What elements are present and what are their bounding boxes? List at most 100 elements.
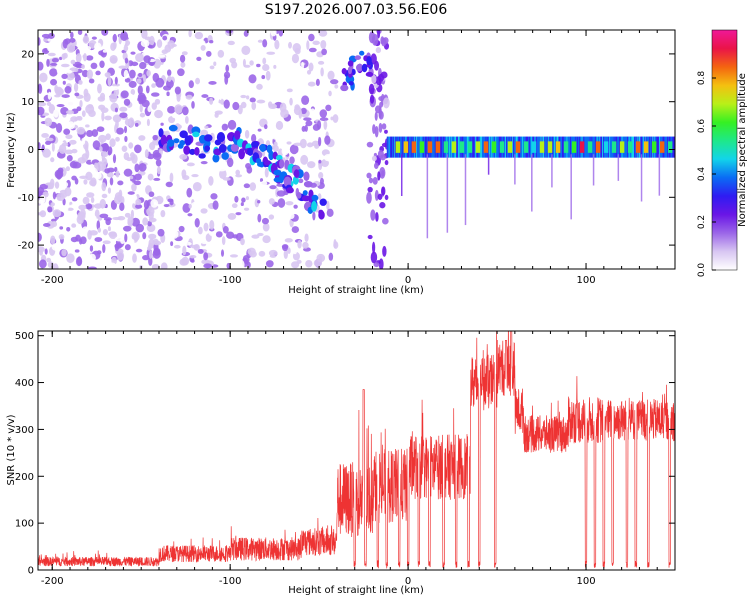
y-tick-label: 20 xyxy=(21,49,34,60)
spectrogram-cell xyxy=(208,81,217,85)
spectrogram-cell xyxy=(602,136,604,158)
spectrogram-cell xyxy=(168,124,178,132)
spectrogram-cell xyxy=(318,159,322,164)
spectrogram-cell xyxy=(170,261,177,267)
spectrogram-cell xyxy=(223,99,230,109)
spectrogram-cell xyxy=(457,136,460,158)
spectrogram-cell xyxy=(114,236,124,242)
spectrogram-cell xyxy=(63,128,71,135)
spectrogram-cell xyxy=(601,136,603,158)
spectrogram-cell xyxy=(388,136,390,158)
spectrogram-cell xyxy=(254,223,262,233)
spectrogram-cell xyxy=(522,136,525,158)
spectrogram-cell xyxy=(618,136,621,158)
spectrogram-cell xyxy=(366,141,374,148)
spectrogram-cell xyxy=(561,136,563,158)
spectrogram-cell xyxy=(536,136,538,158)
y-tick-label: 100 xyxy=(15,519,34,530)
spectrogram-cell xyxy=(203,252,209,261)
spectrogram-cell xyxy=(137,85,143,95)
spectrogram-cell xyxy=(38,199,44,204)
spectrogram-cell xyxy=(167,139,175,147)
spectrogram-cell xyxy=(417,136,420,158)
spectrogram-cell xyxy=(41,132,49,138)
spectrogram-cell xyxy=(304,233,309,242)
x-tick-label: 0 xyxy=(405,275,411,286)
spectrogram-cell xyxy=(449,136,451,158)
spectrogram-cell xyxy=(52,191,57,200)
spectrogram-cell xyxy=(126,238,135,245)
spectrogram-cell xyxy=(551,154,553,188)
spectrogram-cell xyxy=(229,57,237,64)
spectrogram-cell xyxy=(48,103,56,114)
spectrogram-cell xyxy=(318,210,325,220)
x-tick-label: 100 xyxy=(576,275,595,286)
spectrogram-cell xyxy=(38,37,41,46)
spectrogram-cell xyxy=(152,134,158,141)
spectrogram-cell xyxy=(82,226,88,232)
spectrogram-cell xyxy=(56,88,64,96)
spectrogram-cell xyxy=(216,131,226,143)
spectrogram-cell xyxy=(110,57,118,64)
spectrogram-cell xyxy=(87,104,94,109)
spectrogram-cell xyxy=(442,136,444,158)
spectrogram-cell xyxy=(373,162,379,169)
spectrogram-cell xyxy=(208,175,214,186)
spectrogram-cell xyxy=(446,154,449,233)
spectrogram-cell xyxy=(201,240,209,245)
spectrogram-cell xyxy=(381,186,386,196)
spectrogram-cell xyxy=(76,215,84,225)
spectrogram-cell xyxy=(149,250,153,259)
spectrogram-cell xyxy=(426,154,429,239)
spectrogram-cell xyxy=(62,80,66,85)
spectrogram-cell xyxy=(131,153,138,164)
spectrogram-cell xyxy=(135,223,145,233)
spectrogram-cell xyxy=(197,249,204,254)
spectrogram-cell xyxy=(373,262,380,268)
spectrogram-cell xyxy=(408,136,411,158)
spectrogram-cell xyxy=(95,147,101,151)
spectrogram-cell xyxy=(600,136,602,158)
spectrogram-cell xyxy=(71,223,77,228)
spectrogram-cell xyxy=(378,122,383,133)
spectrogram-cell xyxy=(102,240,111,245)
spectrogram-cell xyxy=(221,152,229,160)
spectrogram-cell xyxy=(459,141,465,153)
spectrogram-cell xyxy=(288,212,295,220)
spectrogram-cell xyxy=(74,33,83,43)
spectrogram-cell xyxy=(626,136,628,158)
spectrogram-cell xyxy=(560,136,562,158)
spectrogram-cell xyxy=(86,129,94,137)
spectrogram-cell xyxy=(248,74,257,84)
spectrogram-cell xyxy=(273,64,277,69)
spectrogram-cell xyxy=(45,182,54,186)
spectrogram-cell xyxy=(465,136,467,158)
spectrogram-cell xyxy=(204,145,211,152)
spectrogram-cell xyxy=(313,259,323,267)
spectrogram-cell xyxy=(370,209,376,221)
spectrogram-cell xyxy=(280,108,289,119)
spectrogram-cell xyxy=(123,152,130,161)
spectrogram-cell xyxy=(296,192,302,199)
spectrogram-cell xyxy=(262,57,267,65)
spectrogram-cell xyxy=(282,244,289,252)
spectrogram-cell xyxy=(521,136,523,158)
spectrogram-cell xyxy=(160,134,167,146)
spectrogram-cell xyxy=(215,231,223,238)
spectrogram-cell xyxy=(65,98,75,106)
spectrogram-cell xyxy=(64,187,72,197)
spectrogram-cell xyxy=(324,135,331,145)
spectrogram-cell xyxy=(300,107,307,115)
spectrogram-cell xyxy=(201,94,209,98)
spectrogram-cell xyxy=(319,117,329,122)
spectrogram-cell xyxy=(192,131,200,138)
spectrogram-cell xyxy=(212,200,219,210)
spectrogram-cell xyxy=(265,260,274,268)
spectrogram-cell xyxy=(426,136,428,158)
spectrogram-cell xyxy=(170,207,178,214)
spectrogram-cell xyxy=(372,124,376,135)
spectrogram-cell xyxy=(473,136,476,158)
spectrogram-cell xyxy=(286,141,292,145)
spectrogram-cell xyxy=(192,181,202,192)
spectrogram-cell xyxy=(135,198,142,206)
